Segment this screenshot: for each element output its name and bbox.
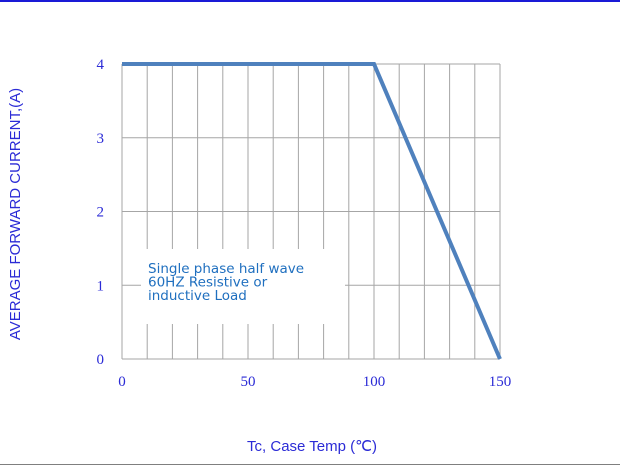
- annotation-text: Single phase half wave: [148, 261, 304, 277]
- annotation-box: [141, 249, 345, 324]
- y-tick-label: 1: [97, 278, 105, 294]
- y-tick-label: 4: [97, 57, 105, 73]
- top-border: [0, 0, 620, 2]
- x-axis-label: Tc, Case Temp (℃): [247, 438, 377, 455]
- y-tick-label: 2: [97, 205, 105, 221]
- y-axis-label: AVERAGE FORWARD CURRENT,(A): [7, 88, 24, 340]
- x-tick-label: 50: [241, 374, 256, 390]
- bottom-border: [0, 464, 620, 465]
- series-line: [122, 62, 502, 360]
- x-tick-label: 0: [118, 374, 126, 390]
- y-tick-label: 0: [97, 352, 105, 368]
- y-tick-label: 3: [97, 131, 105, 147]
- x-tick-label: 100: [363, 374, 386, 390]
- annotation-text: inductive Load: [148, 288, 247, 304]
- annotation-text: 60HZ Resistive or: [148, 275, 268, 291]
- x-tick-label: 150: [489, 374, 512, 390]
